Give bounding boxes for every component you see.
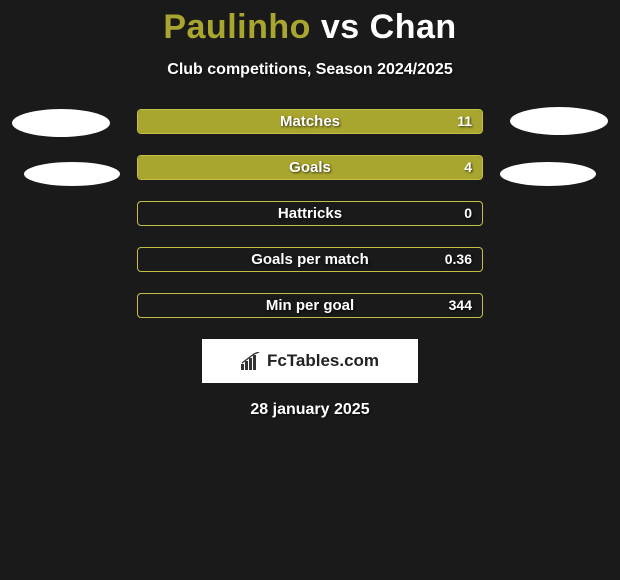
player1-name: Paulinho xyxy=(163,8,311,46)
stat-bar-value: 344 xyxy=(449,294,472,317)
player2-name: Chan xyxy=(370,8,457,46)
stat-bar-value: 4 xyxy=(464,156,472,179)
stat-bar-row: Min per goal344 xyxy=(137,293,483,318)
stat-bar-row: Hattricks0 xyxy=(137,201,483,226)
comparison-title: Paulinho vs Chan xyxy=(0,0,620,47)
stat-bar-row: Matches11 xyxy=(137,109,483,134)
fctables-icon xyxy=(241,352,263,370)
stat-bar-value: 0.36 xyxy=(445,248,472,271)
title-vs: vs xyxy=(321,8,360,46)
stat-bar-value: 0 xyxy=(464,202,472,225)
source-logo: FcTables.com xyxy=(202,339,418,383)
decor-oval-right-2 xyxy=(500,162,596,186)
stat-bar-label: Matches xyxy=(138,110,482,133)
stat-bar-value: 11 xyxy=(457,110,472,133)
stat-bar-label: Hattricks xyxy=(138,202,482,225)
subtitle: Club competitions, Season 2024/2025 xyxy=(0,61,620,79)
stat-bar-row: Goals per match0.36 xyxy=(137,247,483,272)
stat-bar-label: Goals xyxy=(138,156,482,179)
stat-bar-label: Min per goal xyxy=(138,294,482,317)
snapshot-date: 28 january 2025 xyxy=(0,401,620,419)
decor-oval-left-2 xyxy=(24,162,120,186)
stat-bars: Matches11 Goals4 Hattricks0 Goals per match… xyxy=(137,109,483,318)
stat-bar-label: Goals per match xyxy=(138,248,482,271)
stat-bar-row: Goals4 xyxy=(137,155,483,180)
logo-text: FcTables.com xyxy=(267,351,379,371)
chart-area: Matches11 Goals4 Hattricks0 Goals per match… xyxy=(0,109,620,318)
decor-oval-right-1 xyxy=(510,107,608,135)
decor-oval-left-1 xyxy=(12,109,110,137)
